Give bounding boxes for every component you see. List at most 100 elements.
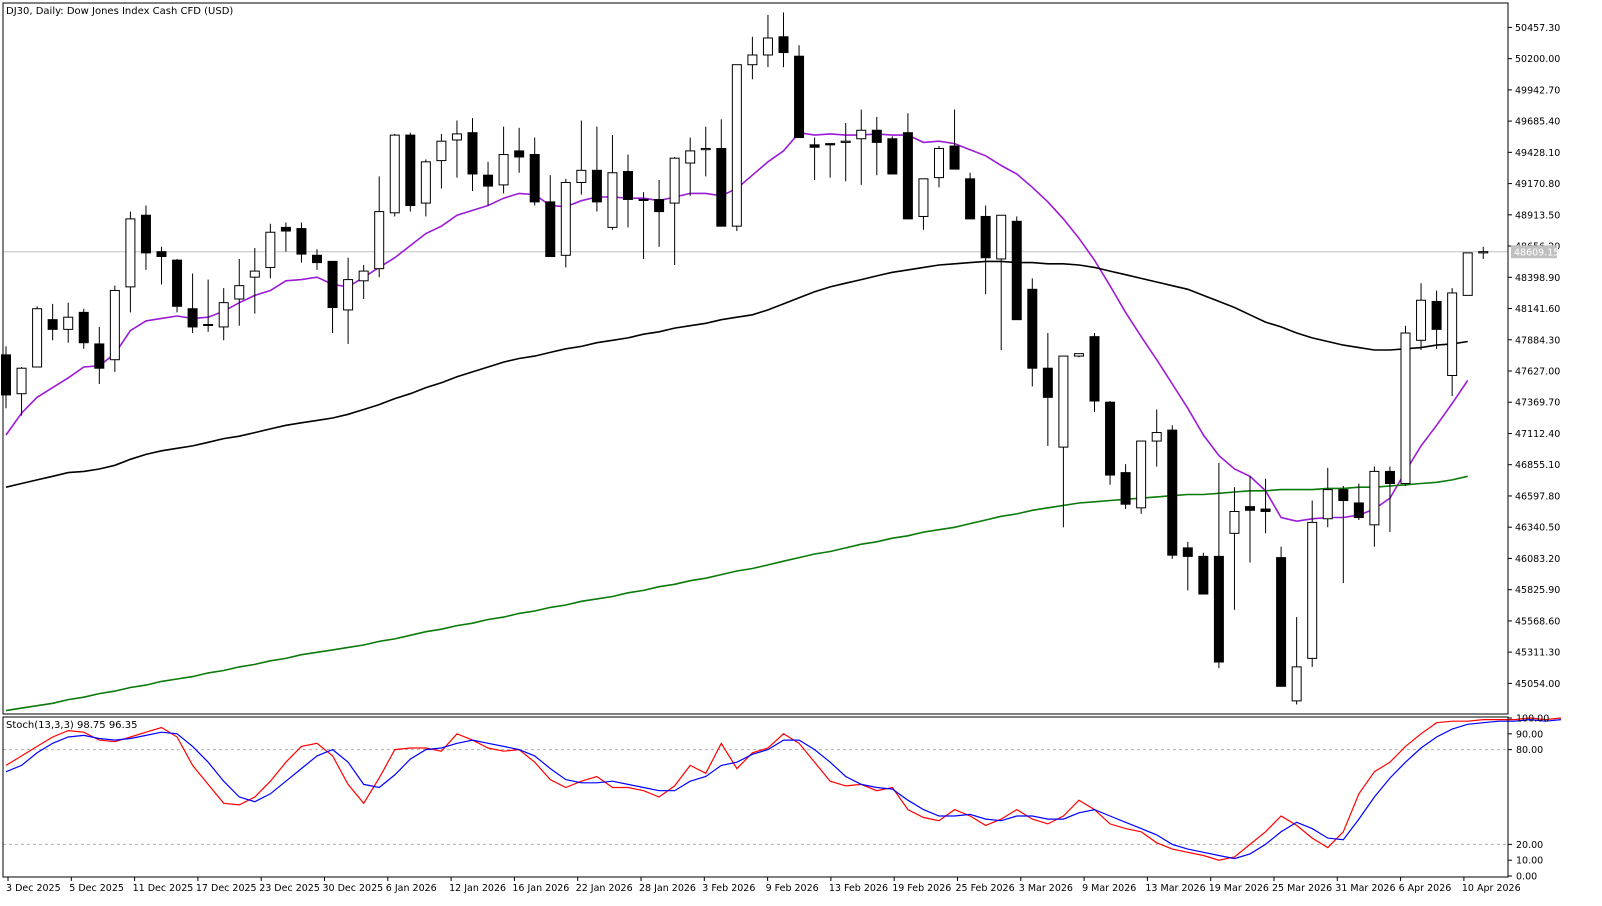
candle-body [700,147,711,151]
candle-body [1307,521,1318,659]
candle-body [623,171,633,200]
candle [389,133,400,217]
candle [1245,476,1255,563]
candle [234,258,245,326]
candle-body [731,64,742,227]
candle-body [1089,336,1100,402]
candle-body [762,37,773,56]
candle-body [1151,432,1162,442]
stoch-title: Stoch(13,3,3) 98.75 96.35 [6,720,137,731]
candle [467,118,478,191]
candle [514,127,525,173]
candle-body [1369,470,1380,526]
candle [109,285,120,372]
x-tick-label: 30 Dec 2025 [323,883,384,894]
y-tick-label: 48398.90 [1515,273,1560,284]
stoch-tick-label: 90.00 [1516,729,1543,740]
candle [809,137,820,181]
candle-body [529,154,540,203]
candle-body [389,134,400,214]
candle-body [1338,489,1349,502]
candle [934,146,944,188]
candle [1042,333,1053,446]
candle-body [576,169,587,183]
candle [1089,333,1100,412]
candle [1073,353,1084,358]
candle-body [1073,353,1084,357]
candle [1291,617,1302,705]
candle [654,180,665,247]
candle-body [545,201,556,258]
y-tick-label: 45054.00 [1515,679,1560,690]
candle-body [638,198,649,201]
x-tick-label: 31 Mar 2026 [1335,883,1395,894]
candle-body [1260,508,1271,512]
candle [374,176,385,278]
candle-body [249,270,260,278]
candle [1431,290,1442,349]
candle-body [1431,300,1442,330]
candle [1105,400,1116,485]
candle [32,306,43,368]
candle-body [856,129,867,140]
candle-body [125,218,136,288]
candle [778,12,789,68]
candle [249,248,260,314]
candle [265,223,276,279]
y-tick-label: 48141.60 [1515,304,1560,315]
x-tick-label: 3 Feb 2026 [702,883,755,894]
candle [1213,462,1224,669]
y-tick-label: 50457.30 [1515,23,1560,34]
candle [1120,464,1131,510]
candle-body [451,133,462,141]
candle [794,45,805,139]
candle [94,326,105,384]
candle-body [94,343,105,369]
candle-body [234,285,245,300]
candle-body [1167,429,1178,556]
candle-body [140,214,151,254]
candle [1353,483,1364,520]
x-tick-label: 9 Mar 2026 [1082,883,1136,894]
candle-body [778,36,789,54]
candle-body [1291,666,1302,702]
candle-body [607,172,618,228]
candle-body [32,308,43,368]
x-tick-label: 25 Mar 2026 [1272,883,1332,894]
candle [529,137,540,206]
candle [731,64,742,232]
y-tick-label: 46340.50 [1515,523,1560,534]
candle-body [825,143,836,146]
candle-body [1198,555,1209,595]
x-tick-label: 23 Dec 2025 [259,883,320,894]
candle-body [1353,502,1364,519]
y-tick-label: 47884.30 [1515,335,1560,346]
candle [1447,288,1458,397]
candle [1400,325,1411,486]
y-tick-label: 49170.80 [1515,179,1560,190]
candle [902,113,913,220]
candle [405,132,416,212]
candle [965,172,976,220]
x-tick-label: 9 Feb 2026 [766,883,819,894]
candle [591,126,602,212]
candle-body [218,302,229,328]
candle [498,126,509,194]
candle-body [203,324,214,327]
candle [1229,487,1240,610]
candle-body [1182,547,1193,557]
candle [669,156,680,266]
candle-body [374,211,385,270]
candle [312,249,322,270]
x-tick-label: 13 Mar 2026 [1145,883,1205,894]
candle [63,302,74,343]
candle [1322,467,1333,528]
candle-body [405,134,416,207]
candle [949,109,960,170]
candle [545,175,556,258]
candle [1338,485,1349,584]
candle-body [887,138,898,175]
candle [638,192,649,259]
y-tick-label: 49685.40 [1515,117,1560,128]
candle [918,178,929,230]
